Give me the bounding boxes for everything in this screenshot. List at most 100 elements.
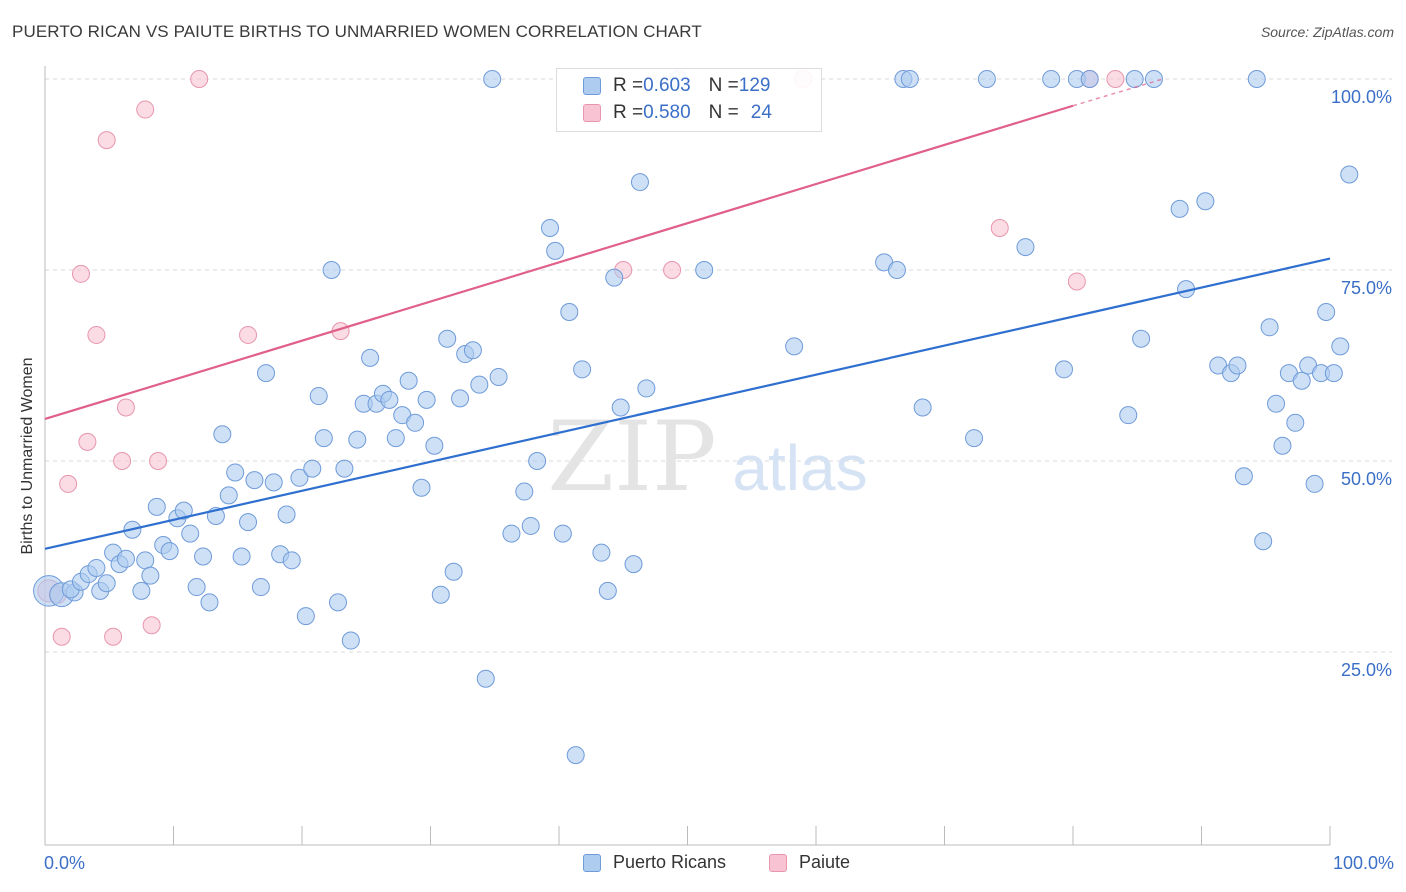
puerto-rican-point [900,70,919,88]
puerto-rican-point [1119,406,1138,425]
puerto-rican-point [695,261,714,279]
paiute-point [136,100,155,119]
puerto-rican-point [1273,436,1292,455]
legend-label-puerto-ricans: Puerto Ricans [613,852,727,872]
watermark: ZIP atlas [547,401,867,513]
legend-label-paiute: Paiute [799,852,851,872]
puerto-rican-point [406,413,425,432]
series-legend: Puerto Ricans Paiute [0,852,1406,876]
puerto-rican-point [515,482,534,501]
puerto-rican-point [399,371,418,390]
gridlines [45,78,1392,653]
puerto-rican-point [1254,532,1273,551]
paiute-point [1067,272,1086,291]
paiute-point [78,432,97,451]
puerto-rican-point [226,463,245,482]
puerto-rican-point [605,268,624,287]
legend-row-puerto-ricans: R = 0.603 N = 129 [583,75,770,97]
puerto-rican-point [386,429,405,448]
watermark-zip: ZIP [547,401,716,513]
puerto-rican-point [219,486,238,505]
puerto-rican-point [290,468,309,487]
paiute-point [116,398,135,417]
data-points [33,70,1359,765]
puerto-rican-point [322,261,341,279]
chart-title: PUERTO RICAN VS PAIUTE BIRTHS TO UNMARRI… [12,22,702,41]
puerto-rican-point [1055,360,1074,379]
puerto-rican-point [194,547,213,566]
legend-item-paiute: Paiute [769,852,850,873]
puerto-rican-point [187,578,206,597]
puerto-rican-point [560,303,579,322]
puerto-rican-point [341,631,360,650]
puerto-rican-point [502,524,521,543]
puerto-rican-point [483,70,502,88]
paiute-point [239,325,258,344]
y-tick-labels: 25.0% 50.0% 75.0% 100.0% [1331,87,1392,680]
puerto-rican-point [1234,467,1253,486]
paiute-point [97,131,116,150]
puerto-rican-point [116,549,135,568]
puerto-rican-point [566,746,585,765]
puerto-rican-point [251,578,270,597]
puerto-rican-point [141,566,160,585]
puerto-rican-point [1267,394,1286,413]
puerto-rican-trend-line [44,257,1331,550]
paiute-trend-line [44,104,1074,421]
paiute-point [149,452,168,470]
puerto-rican-point [97,574,116,593]
legend-r-value: 0.580 [643,102,691,123]
paiute-point [59,474,78,493]
puerto-rican-point [1144,70,1163,88]
puerto-rican-point [380,390,399,409]
puerto-rican-point [444,562,463,581]
puerto-rican-point [1125,70,1144,88]
puerto-rican-point [592,543,611,562]
puerto-rican-point [785,337,804,356]
puerto-ricans-swatch [583,77,601,95]
source-label: Source: ZipAtlas.com [1260,24,1394,40]
puerto-rican-point [624,555,643,574]
puerto-rican-point [425,436,444,455]
legend-item-puerto-ricans: Puerto Ricans [583,852,726,873]
puerto-rican-point [598,581,617,600]
puerto-rican-point [1317,303,1336,322]
legend-n-label: N = [708,75,739,96]
puerto-rican-point [1042,70,1061,88]
puerto-rican-point [282,551,301,570]
puerto-rican-point [611,398,630,417]
puerto-rican-point [463,341,482,360]
puerto-rican-point [1331,337,1350,356]
puerto-rican-point [309,387,328,406]
puerto-rican-point [277,505,296,524]
puerto-rican-point [541,218,560,237]
puerto-rican-point [136,551,155,570]
puerto-rican-point [1324,364,1343,383]
axes [44,66,1331,846]
puerto-ricans-swatch [583,853,601,872]
puerto-rican-point [489,367,508,386]
puerto-rican-point [328,593,347,612]
paiute-swatch [769,853,787,872]
paiute-point [104,627,123,646]
paiute-point [52,627,71,646]
puerto-rican-point [1170,199,1189,218]
paiute-point [87,325,106,344]
puerto-rican-point [528,452,547,470]
puerto-rican-point [630,173,649,192]
legend-n-label: N = [708,102,739,123]
puerto-rican-point [476,669,495,688]
paiute-point [1106,70,1125,88]
watermark-atlas: atlas [732,432,867,504]
puerto-rican-point [361,348,380,367]
x-axis-max-label: 100.0% [1332,853,1394,873]
puerto-rican-point [965,429,984,448]
puerto-rican-point [1340,165,1359,184]
puerto-rican-point [412,478,431,497]
puerto-rican-point [546,241,565,260]
puerto-rican-point [417,390,436,409]
legend-r-label: R = [613,102,644,123]
paiute-point [142,616,161,635]
y-tick-label: 100.0% [1331,87,1392,107]
